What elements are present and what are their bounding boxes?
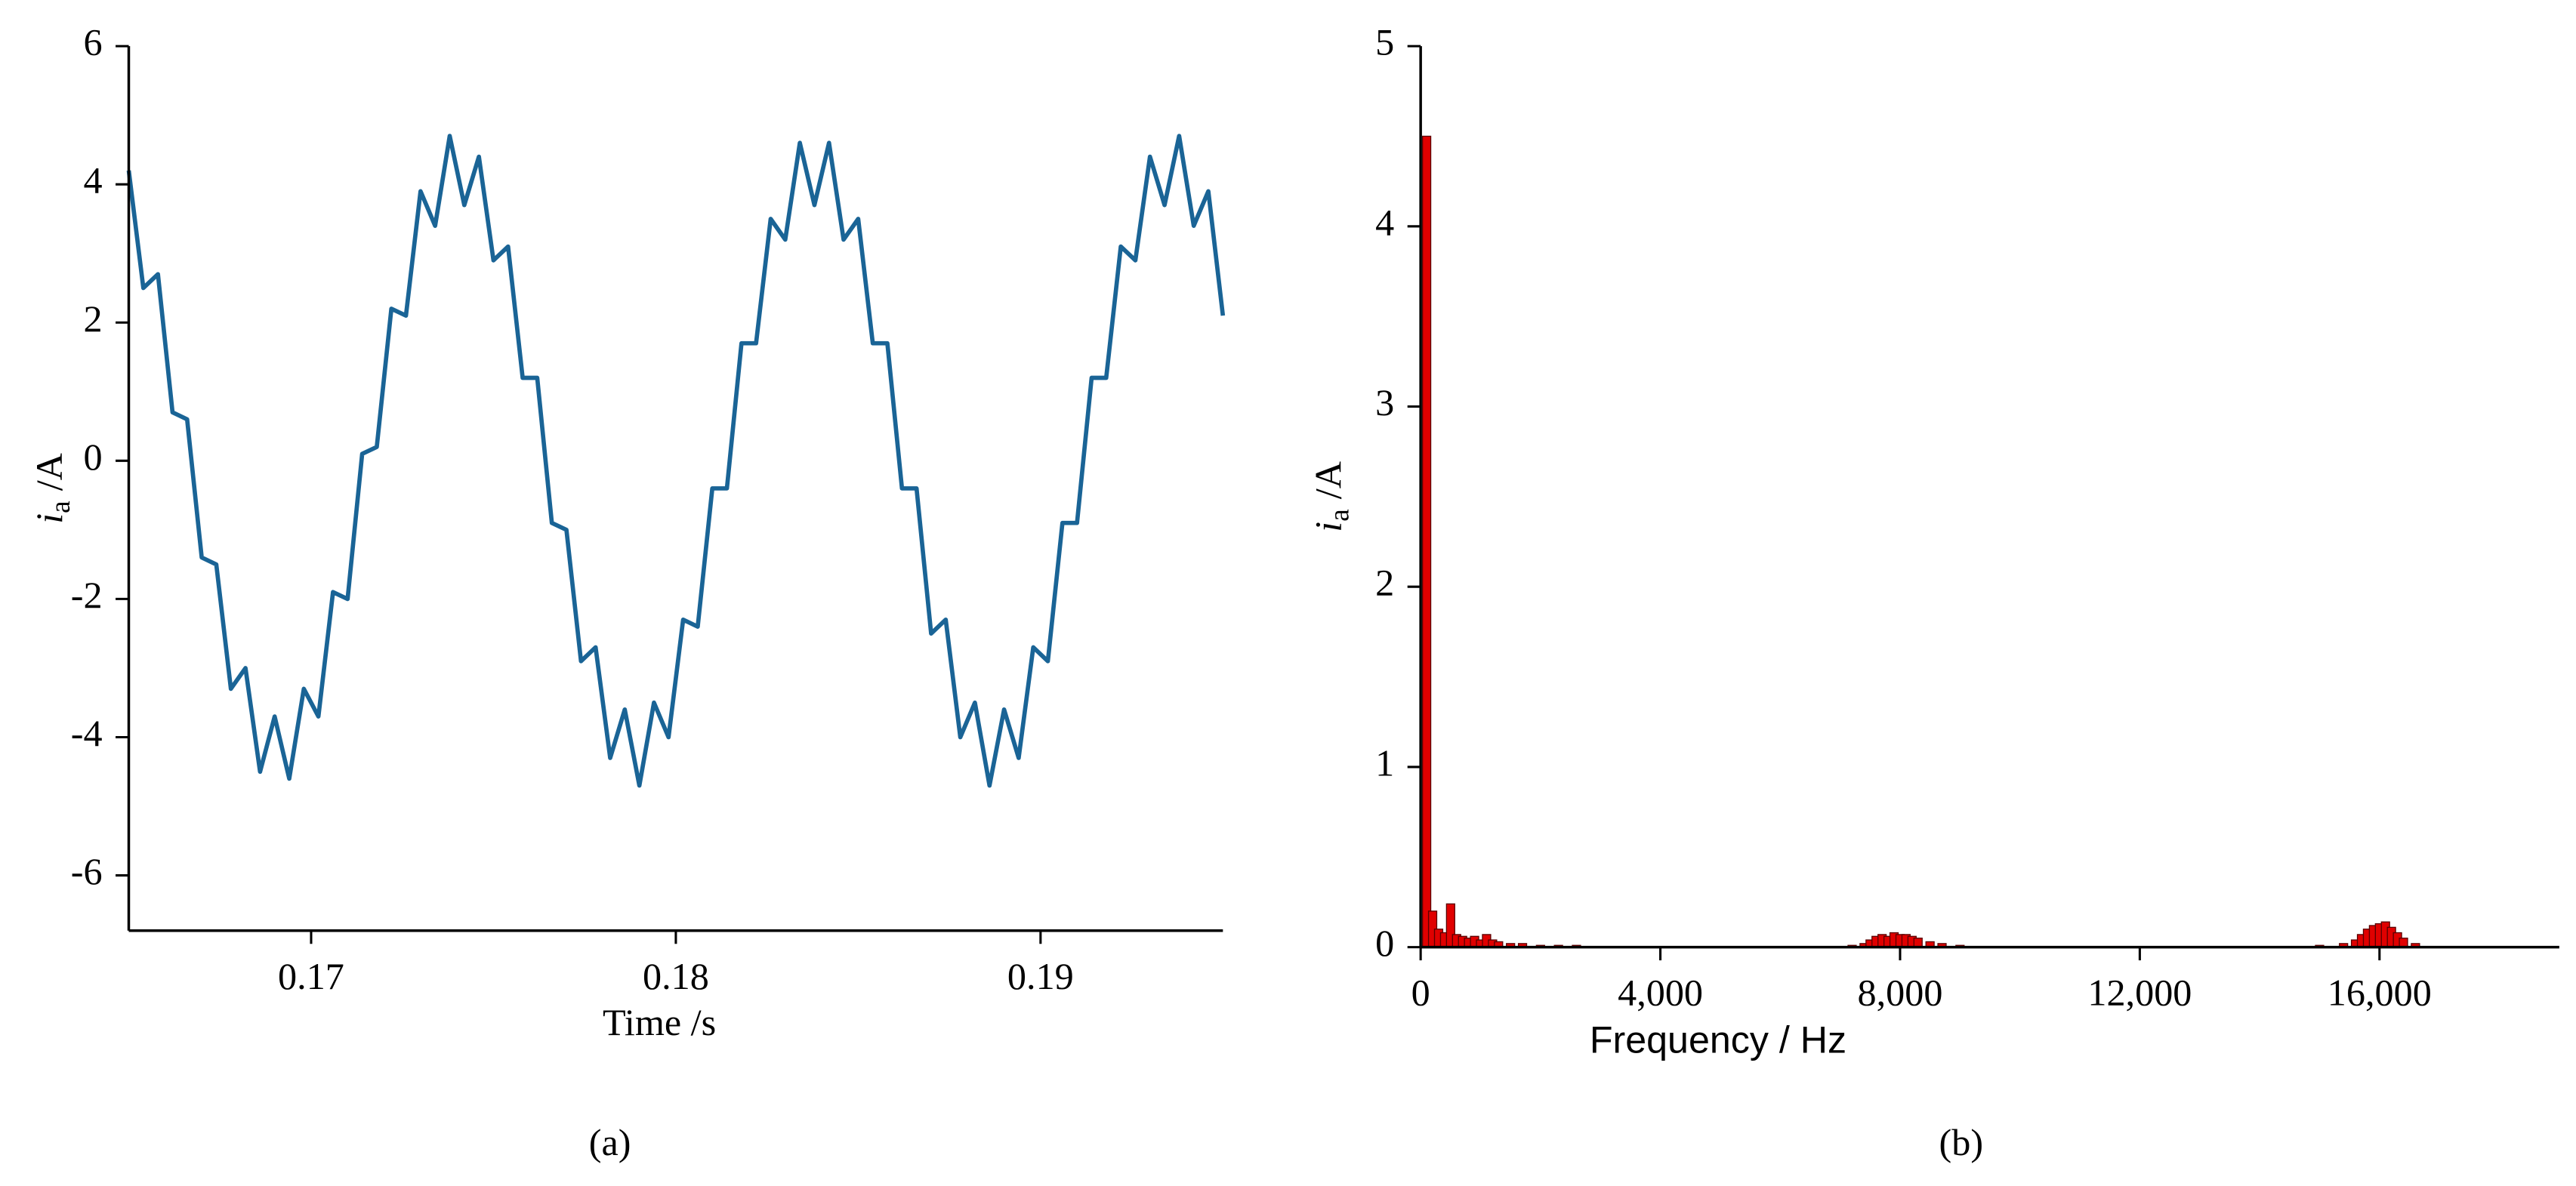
y-label-unit: /A xyxy=(1307,461,1349,499)
y-tick-label: 6 xyxy=(83,21,102,63)
y-label-subscript: a xyxy=(45,501,76,513)
y-tick-label: 2 xyxy=(83,297,102,340)
y-tick-label: 0 xyxy=(1375,922,1394,964)
x-tick-label: 4,000 xyxy=(1618,972,1703,1014)
y-axis-label: ia/A xyxy=(1307,461,1355,532)
x-tick-label: 12,000 xyxy=(2087,972,2192,1014)
y-label-symbol: i xyxy=(28,513,70,524)
y-tick-label: 3 xyxy=(1375,381,1394,424)
y-tick-label: -2 xyxy=(71,574,103,616)
x-tick-label: 16,000 xyxy=(2328,972,2432,1014)
x-tick-label: 0 xyxy=(1411,972,1430,1014)
y-tick-label: 0 xyxy=(83,436,102,478)
y-tick-label: 2 xyxy=(1375,562,1394,604)
x-tick-label: 8,000 xyxy=(1858,972,1943,1014)
x-tick-label: 0.18 xyxy=(643,955,709,997)
x-axis-label: Time /s xyxy=(603,1001,716,1043)
x-tick-label: 0.19 xyxy=(1007,955,1074,997)
y-label-subscript: a xyxy=(1324,509,1355,521)
y-tick-label: 5 xyxy=(1375,21,1394,63)
y-tick-label: -6 xyxy=(71,850,103,892)
y-label-symbol: i xyxy=(1307,522,1349,532)
y-tick-label: -4 xyxy=(71,712,103,754)
waveform xyxy=(126,134,1226,788)
x-tick-label: 0.17 xyxy=(278,955,344,997)
caption: (b) xyxy=(1939,1121,1984,1163)
x-axis-label: Frequency / Hz xyxy=(1590,1018,1846,1061)
y-tick-label: 4 xyxy=(1375,201,1394,243)
caption: (a) xyxy=(589,1121,631,1163)
y-axis-label: ia/A xyxy=(28,453,76,524)
y-tick-label: 4 xyxy=(83,159,102,202)
y-label-unit: /A xyxy=(28,453,70,491)
y-tick-label: 1 xyxy=(1375,741,1394,784)
bar xyxy=(1913,938,1923,948)
bar xyxy=(2399,938,2408,948)
bar xyxy=(1421,135,1432,948)
